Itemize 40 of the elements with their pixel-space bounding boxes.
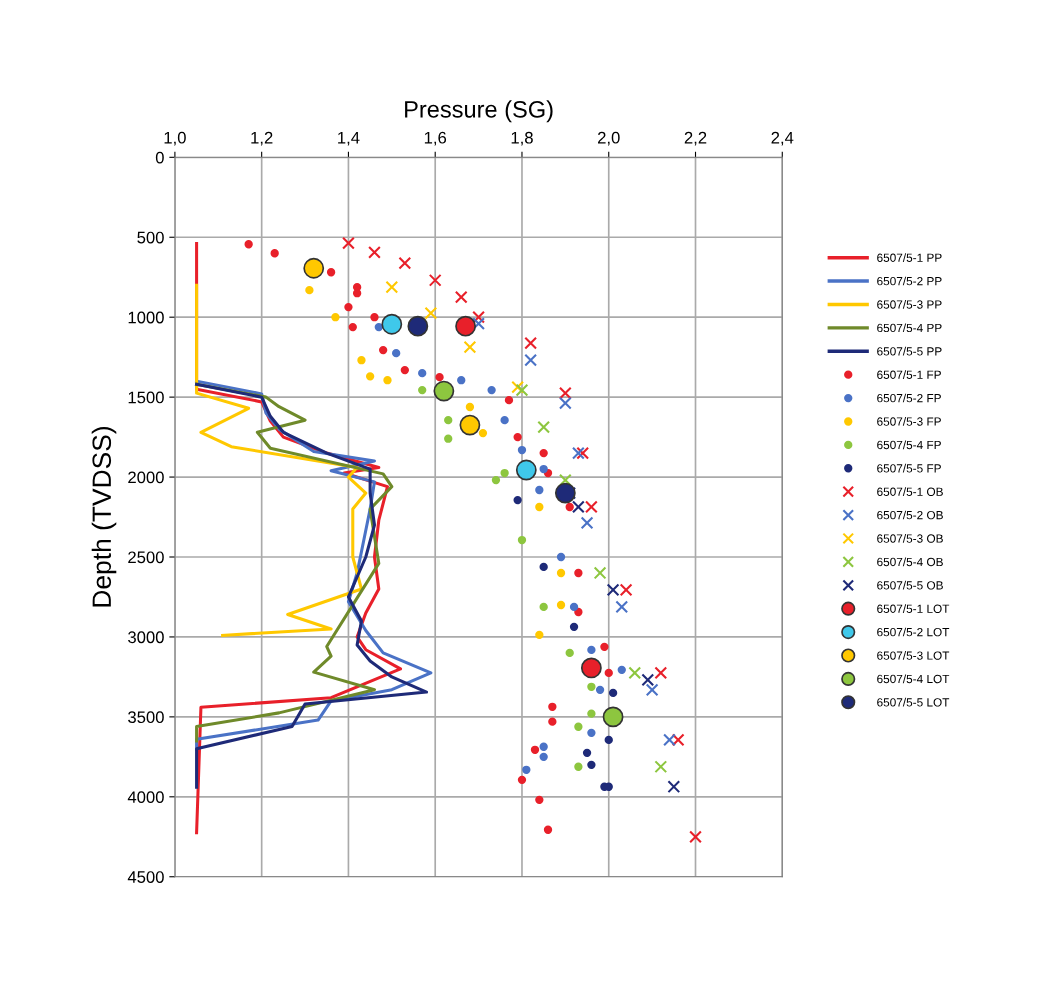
x-tick-label: 2,2: [684, 131, 707, 146]
y-tick-label: 0: [155, 151, 164, 164]
y-tick-label: 3500: [128, 711, 164, 724]
x-tick-label: 2,4: [771, 131, 794, 146]
y-tick-label: 2500: [128, 551, 164, 564]
x-tick-label: 1,0: [164, 131, 186, 146]
legend-label: 6507/5-3 FP: [877, 417, 941, 426]
x-tick-label: 1,6: [424, 131, 447, 146]
legend-label: 6507/5-1 FP: [877, 370, 941, 379]
legend-label: 6507/5-5 LOT: [877, 697, 950, 707]
y-axis-title: Depth (TVDSS): [91, 427, 117, 607]
legend-label: 6507/5-2 PP: [877, 276, 942, 286]
legend-label: 6507/5-2 OB: [877, 510, 943, 520]
legend-label: 6507/5-5 FP: [877, 463, 941, 473]
y-tick-label: 4000: [127, 791, 164, 804]
legend-label: 6507/5-4 FP: [877, 440, 941, 450]
x-axis-title: Pressure (SG): [405, 100, 553, 123]
legend-label: 6507/5-4 PP: [877, 323, 942, 333]
legend-label: 6507/5-5 OB: [877, 580, 943, 590]
y-tick-label: 3000: [128, 631, 164, 644]
x-tick-label: 1,8: [511, 131, 533, 146]
x-tick-label: 2,0: [598, 131, 620, 146]
legend-label: 6507/5-4 OB: [877, 557, 943, 567]
legend-label: 6507/5-3 OB: [877, 534, 943, 543]
y-tick-label: 500: [137, 231, 164, 244]
y-tick-label: 1000: [128, 311, 164, 324]
legend-label: 6507/5-1 OB: [877, 487, 943, 496]
legend-label: 6507/5-5 PP: [877, 346, 942, 356]
legend-label: 6507/5-3 PP: [877, 300, 942, 309]
x-tick-label: 1,2: [251, 131, 273, 146]
y-tick-label: 1500: [128, 391, 164, 404]
legend-label: 6507/5-1 PP: [877, 253, 942, 262]
legend-label: 6507/5-2 FP: [877, 393, 941, 403]
y-tick-label: 2000: [128, 471, 164, 484]
legend-label: 6507/5-2 LOT: [877, 627, 950, 637]
legend-label: 6507/5-4 LOT: [877, 674, 950, 684]
legend-label: 6507/5-1 LOT: [877, 604, 950, 613]
legend-label: 6507/5-3 LOT: [877, 651, 950, 660]
y-tick-label: 4500: [127, 871, 164, 883]
x-tick-label: 1,4: [338, 131, 360, 146]
